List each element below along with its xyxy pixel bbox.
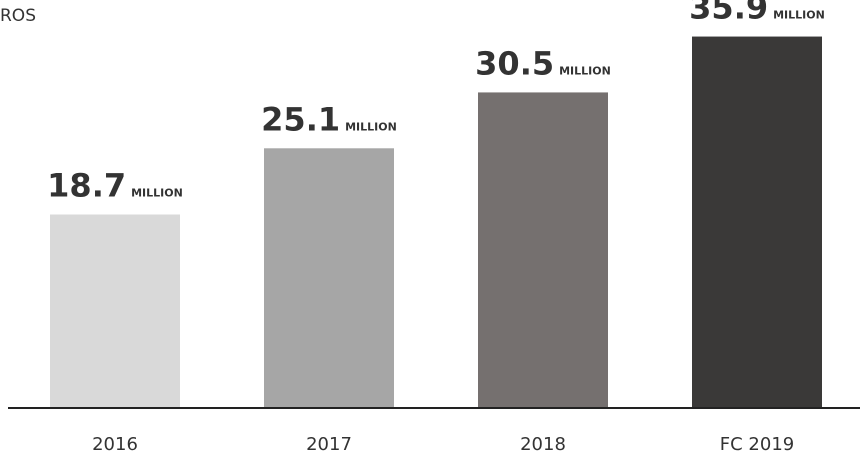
value-label: 30.5 MILLION [475,44,611,82]
value-number: 25.1 [261,100,340,138]
value-labels-group: 18.7 MILLION 25.1 MILLION 30.5 MILLION 35.9 MIL… [47,0,825,205]
value-unit: MILLION [131,187,183,200]
bar-2018 [478,92,608,408]
value-label: 35.9 MILLION [689,0,825,27]
category-label: 2017 [306,434,352,453]
value-number: 18.7 [47,167,126,205]
category-label: 2016 [92,434,138,453]
value-unit: MILLION [773,9,825,22]
category-labels-group: 2016 2017 2018 FC 2019 [92,434,794,453]
value-number: 30.5 [475,44,554,82]
value-number: 35.9 [689,0,768,27]
bars-group [50,36,822,409]
value-unit: MILLION [345,120,397,133]
bar-2016 [50,214,180,408]
value-label: 25.1 MILLION [261,100,397,138]
category-label: FC 2019 [720,434,794,453]
value-label: 18.7 MILLION [47,167,183,205]
y-axis-label: ROS [0,6,36,26]
bar-fc-2019 [692,36,822,409]
value-unit: MILLION [559,64,611,77]
category-label: 2018 [520,434,566,453]
bar-2017 [264,148,394,409]
